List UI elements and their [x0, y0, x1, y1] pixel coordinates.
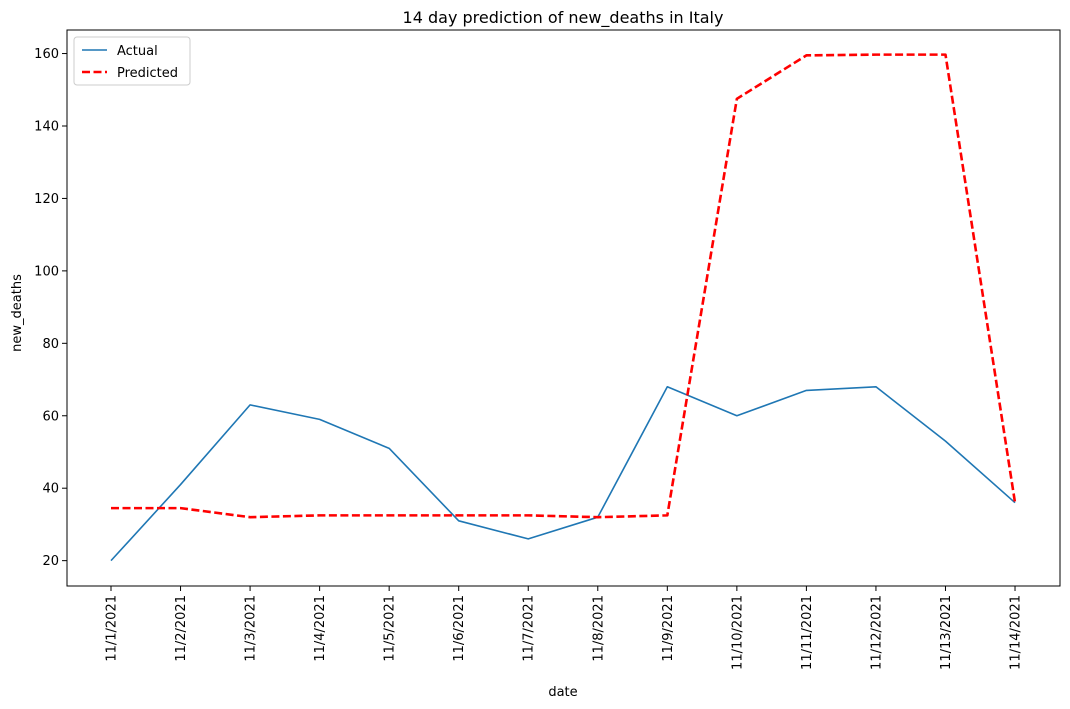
x-tick-label: 11/3/2021	[244, 595, 259, 662]
legend-predicted-label: Predicted	[117, 66, 178, 81]
x-tick-label: 11/12/2021	[869, 595, 884, 670]
x-axis: 11/1/2021 11/2/2021 11/3/2021 11/4/2021 11/5…	[105, 586, 1024, 670]
x-axis-title: date	[548, 685, 577, 700]
legend-actual-label: Actual	[117, 44, 158, 59]
legend-box	[73, 36, 191, 86]
series-layer	[110, 53, 1017, 562]
y-axis: 20 40 60 80 100 120 140 160	[34, 47, 67, 569]
y-tick-label: 80	[42, 337, 59, 352]
x-tick-label: 11/13/2021	[939, 595, 954, 670]
x-tick-label: 11/7/2021	[522, 595, 537, 662]
y-tick-label: 20	[42, 554, 59, 569]
y-tick-label: 160	[34, 47, 59, 62]
x-tick-label: 11/9/2021	[661, 595, 676, 662]
series-actual-line	[110, 385, 1016, 562]
plot-frame	[66, 29, 1061, 587]
y-tick-label: 60	[42, 409, 59, 424]
y-tick-label: 140	[34, 119, 59, 134]
chart-title: 14 day prediction of new_deaths in Italy	[403, 8, 724, 28]
x-tick-label: 11/2/2021	[174, 595, 189, 662]
y-tick-label: 120	[34, 192, 59, 207]
y-tick-label: 100	[34, 264, 59, 279]
y-tick-label: 40	[42, 482, 59, 497]
x-tick-label: 11/14/2021	[1009, 595, 1024, 670]
y-axis-title: new_deaths	[10, 274, 25, 352]
x-tick-label: 11/11/2021	[800, 595, 815, 670]
x-tick-label: 11/10/2021	[730, 595, 745, 670]
legend: Actual Predicted	[73, 36, 191, 86]
x-tick-label: 11/8/2021	[591, 595, 606, 662]
series-predicted-line	[111, 53, 1017, 519]
x-tick-label: 11/5/2021	[383, 595, 398, 662]
x-tick-label: 11/1/2021	[105, 595, 120, 662]
x-tick-label: 11/6/2021	[452, 595, 467, 662]
x-tick-label: 11/4/2021	[313, 595, 328, 662]
